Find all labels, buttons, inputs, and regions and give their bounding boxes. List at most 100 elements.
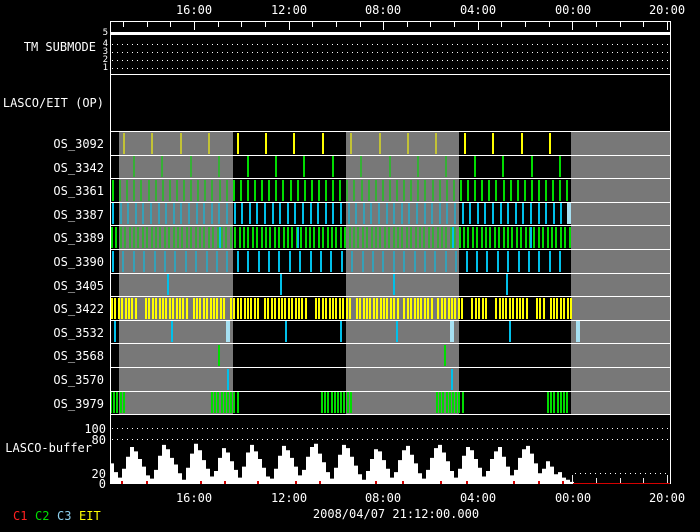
event-tick bbox=[285, 321, 287, 343]
event-tick bbox=[150, 226, 153, 248]
event-tick-wide bbox=[450, 321, 454, 343]
event-tick bbox=[151, 297, 154, 319]
top-axis-tick bbox=[478, 22, 479, 30]
event-tick bbox=[524, 226, 527, 248]
time-label: 04:00 bbox=[459, 3, 497, 17]
top-axis-tick bbox=[407, 22, 408, 27]
event-tick bbox=[218, 156, 221, 178]
submode-dotted-level bbox=[112, 67, 668, 69]
row-label: OS_3389 bbox=[53, 231, 104, 245]
baseline-mark bbox=[513, 481, 515, 484]
time-label: 08:00 bbox=[364, 491, 402, 505]
event-tick bbox=[414, 226, 417, 248]
event-tick bbox=[248, 203, 251, 225]
event-tick bbox=[128, 297, 130, 319]
event-tick bbox=[346, 392, 349, 414]
legend-item-c1: C1 bbox=[13, 509, 28, 523]
event-tick bbox=[116, 392, 119, 414]
event-tick bbox=[349, 297, 351, 319]
event-tick bbox=[509, 179, 512, 201]
event-tick bbox=[155, 297, 158, 319]
event-tick bbox=[552, 203, 555, 225]
event-tick bbox=[218, 203, 221, 225]
lasco-eit-op-label: LASCO/EIT (OP) bbox=[2, 96, 104, 110]
event-tick bbox=[388, 226, 391, 248]
event-tick bbox=[147, 179, 150, 201]
event-tick bbox=[194, 226, 197, 248]
row-label: OS_3390 bbox=[53, 255, 104, 269]
event-tick bbox=[325, 179, 327, 201]
event-tick bbox=[167, 274, 169, 296]
event-tick bbox=[559, 297, 562, 319]
event-tick bbox=[299, 250, 302, 272]
event-tick bbox=[190, 179, 193, 201]
event-tick bbox=[515, 297, 518, 319]
event-tick bbox=[452, 179, 455, 201]
event-tick bbox=[348, 226, 351, 248]
time-label: 20:00 bbox=[648, 3, 686, 17]
event-tick bbox=[122, 250, 125, 272]
event-tick bbox=[190, 226, 193, 248]
event-tick bbox=[550, 392, 553, 414]
event-tick bbox=[223, 297, 226, 319]
event-tick bbox=[273, 226, 276, 248]
event-tick bbox=[396, 321, 398, 343]
event-tick bbox=[474, 297, 477, 319]
event-tick bbox=[148, 297, 151, 319]
event-tick bbox=[230, 297, 232, 319]
event-tick bbox=[150, 203, 152, 225]
event-tick bbox=[476, 226, 479, 248]
event-tick bbox=[117, 297, 120, 319]
event-tick bbox=[271, 203, 274, 225]
event-tick bbox=[349, 392, 352, 414]
event-tick bbox=[417, 179, 420, 201]
event-tick bbox=[119, 203, 122, 225]
event-tick bbox=[445, 226, 448, 248]
event-tick bbox=[239, 179, 242, 201]
event-tick bbox=[376, 297, 379, 319]
event-tick bbox=[225, 179, 228, 201]
event-tick bbox=[454, 203, 456, 225]
event-tick bbox=[275, 156, 277, 178]
event-tick bbox=[419, 226, 421, 248]
event-tick bbox=[496, 250, 499, 272]
event-tick bbox=[560, 203, 563, 225]
top-axis-tick bbox=[383, 22, 384, 30]
event-tick bbox=[517, 250, 520, 272]
event-tick bbox=[542, 226, 545, 248]
event-tick bbox=[435, 132, 438, 154]
event-tick bbox=[112, 179, 114, 201]
event-tick bbox=[196, 297, 198, 319]
event-tick bbox=[463, 226, 465, 248]
baseline-mark bbox=[121, 481, 123, 484]
event-tick bbox=[427, 226, 430, 248]
baseline-mark bbox=[402, 481, 404, 484]
event-tick bbox=[489, 226, 492, 248]
event-tick bbox=[514, 203, 517, 225]
event-tick bbox=[256, 203, 259, 225]
row-label: OS_3092 bbox=[53, 137, 104, 151]
event-tick bbox=[389, 297, 392, 319]
event-tick bbox=[366, 226, 369, 248]
event-tick bbox=[436, 226, 439, 248]
event-tick bbox=[265, 226, 267, 248]
event-tick bbox=[324, 392, 327, 414]
event-tick bbox=[372, 250, 374, 272]
event-tick bbox=[177, 226, 179, 248]
event-tick bbox=[511, 226, 514, 248]
event-tick bbox=[137, 226, 140, 248]
event-tick bbox=[545, 203, 548, 225]
event-tick bbox=[317, 226, 320, 248]
event-tick bbox=[522, 297, 525, 319]
time-label: 04:00 bbox=[459, 491, 497, 505]
event-tick bbox=[291, 297, 294, 319]
bottom-axis-tick bbox=[572, 475, 573, 483]
row-label: OS_3979 bbox=[53, 397, 104, 411]
event-tick bbox=[342, 297, 345, 319]
event-tick bbox=[434, 250, 437, 272]
event-tick bbox=[331, 156, 334, 178]
event-tick bbox=[559, 179, 562, 201]
event-tick bbox=[445, 392, 448, 414]
row-label: OS_3570 bbox=[53, 373, 104, 387]
event-tick bbox=[522, 203, 525, 225]
